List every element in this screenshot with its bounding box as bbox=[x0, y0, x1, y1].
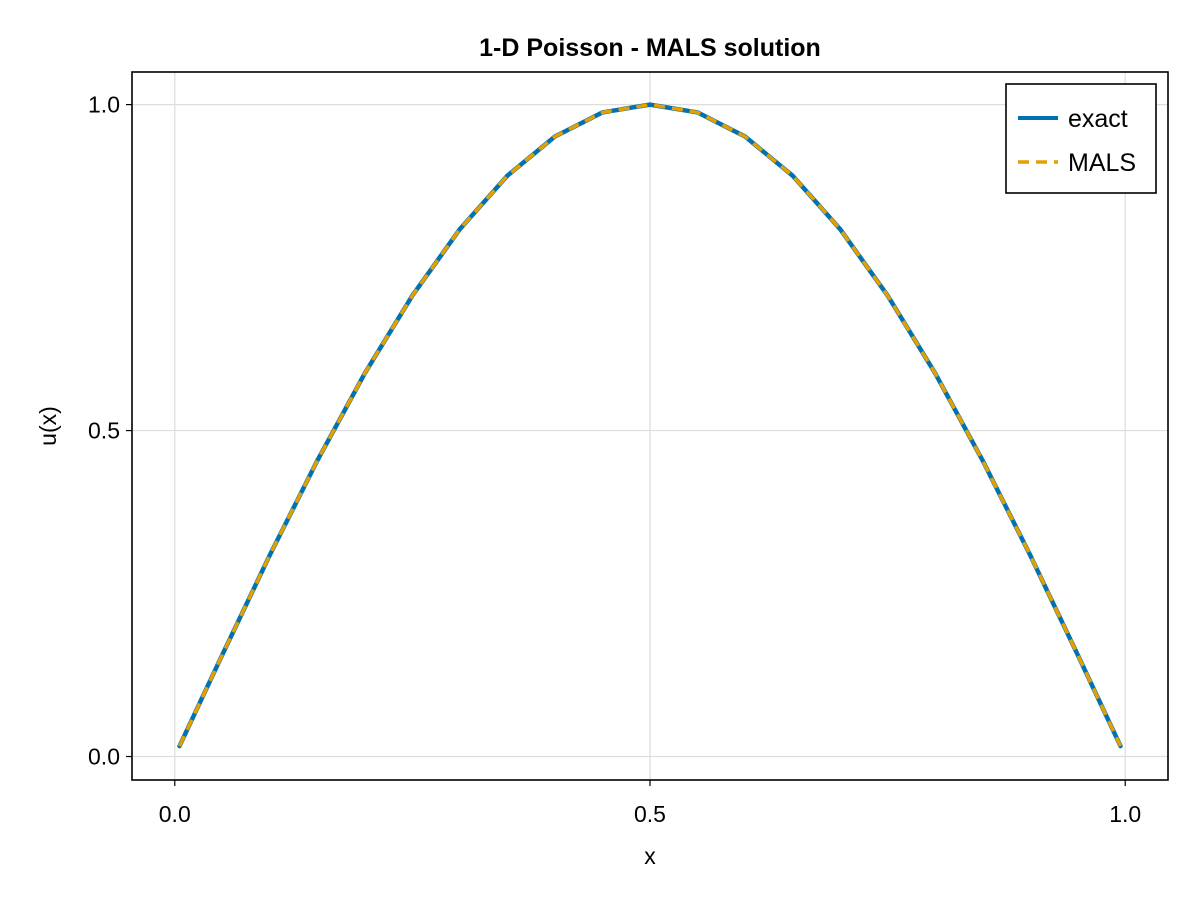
y-tick-label: 0.5 bbox=[88, 418, 120, 444]
legend-label-exact: exact bbox=[1068, 105, 1128, 133]
x-tick-label: 0.0 bbox=[159, 801, 191, 827]
y-tick-label: 0.0 bbox=[88, 744, 120, 770]
y-axis-label: u(x) bbox=[35, 406, 61, 446]
legend-box bbox=[1005, 83, 1157, 194]
legend-label-mals: MALS bbox=[1068, 149, 1136, 177]
chart-title: 1-D Poisson - MALS solution bbox=[479, 34, 821, 62]
series-line-mals bbox=[177, 102, 1123, 747]
tick-labels: 0.0 0.5 1.0 0.0 0.5 1.0 bbox=[88, 92, 1141, 827]
y-tick-label: 1.0 bbox=[88, 92, 120, 118]
series-lines bbox=[177, 102, 1123, 749]
x-axis-label: x bbox=[644, 843, 656, 869]
legend: exact MALS bbox=[1005, 83, 1157, 194]
x-tick-label: 0.5 bbox=[634, 801, 666, 827]
x-tick-label: 1.0 bbox=[1109, 801, 1141, 827]
